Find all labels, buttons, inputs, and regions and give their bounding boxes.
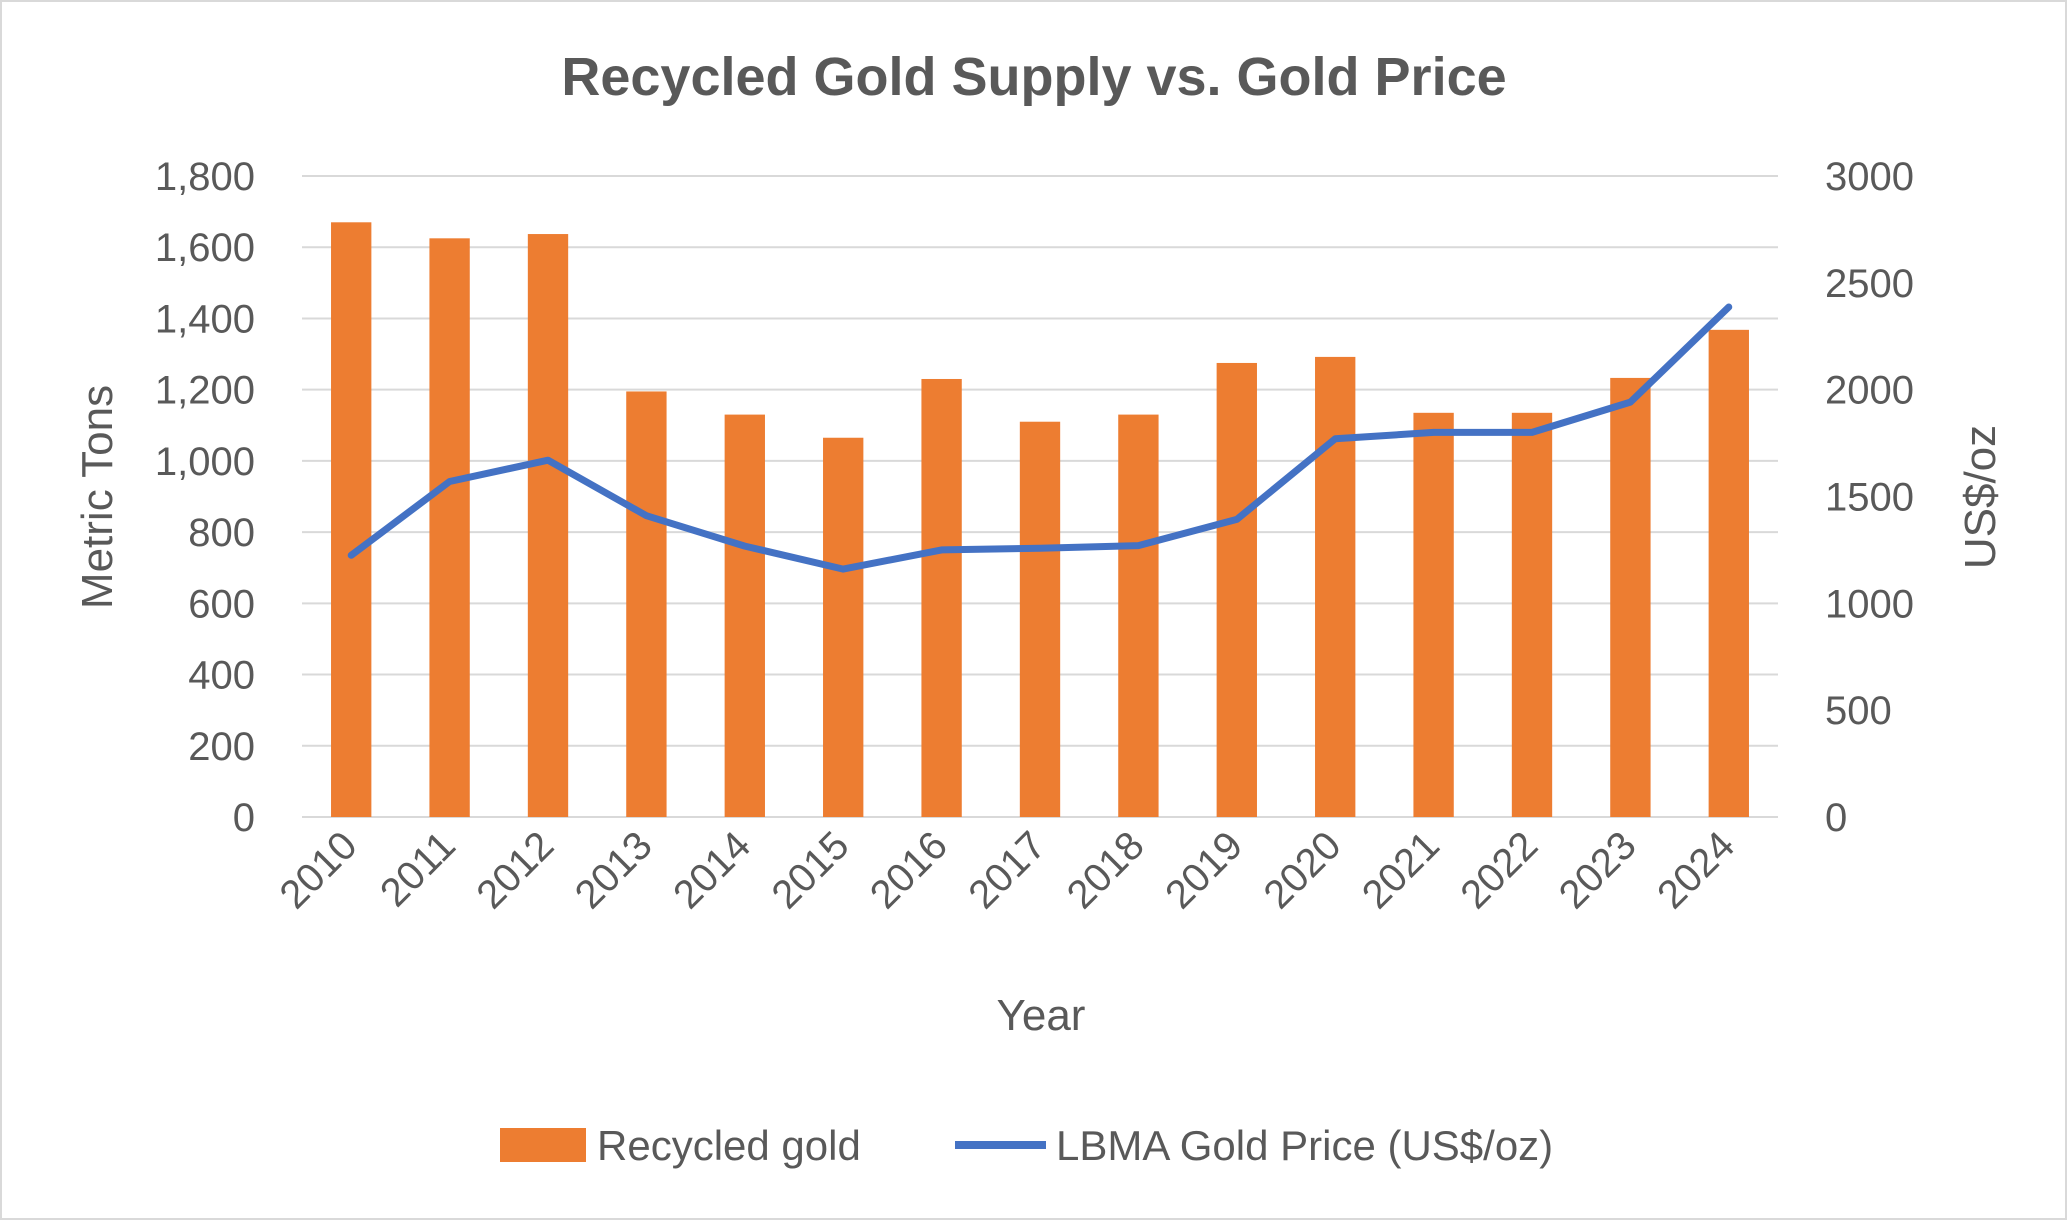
y2-tick-label: 0 bbox=[1825, 796, 1847, 840]
y2-tick-label: 1500 bbox=[1825, 476, 1914, 520]
x-tick-label: 2010 bbox=[272, 823, 366, 917]
y2-axis-title: US$/oz bbox=[1956, 425, 2005, 569]
point-gold-price bbox=[1531, 431, 1533, 433]
x-tick-label: 2016 bbox=[862, 823, 956, 917]
y2-tick-label: 2500 bbox=[1825, 262, 1914, 306]
legend-label-gold-price: LBMA Gold Price (US$/oz) bbox=[1056, 1122, 1553, 1169]
bar-recycled-gold bbox=[1315, 356, 1356, 817]
y2-tick-label: 500 bbox=[1825, 689, 1892, 733]
bar-recycled-gold bbox=[724, 414, 765, 817]
y-tick-label: 1,800 bbox=[155, 155, 255, 199]
point-gold-price bbox=[645, 515, 647, 517]
line-series bbox=[347, 303, 1733, 573]
bar-recycled-gold bbox=[626, 391, 667, 817]
point-gold-price bbox=[941, 549, 943, 551]
y-tick-label: 1,400 bbox=[155, 297, 255, 341]
legend-swatch-recycled-gold bbox=[500, 1128, 586, 1162]
y2-tick-label: 3000 bbox=[1825, 155, 1914, 199]
x-tick-label: 2021 bbox=[1354, 823, 1448, 917]
x-tick-label: 2011 bbox=[372, 823, 464, 915]
y-tick-label: 600 bbox=[188, 582, 255, 626]
right-axis-ticks: 0 500 1000 1500 2000 2500 3000 bbox=[1825, 155, 1914, 840]
x-tick-label: 2023 bbox=[1551, 823, 1645, 917]
bar-recycled-gold bbox=[1610, 377, 1651, 817]
bar-recycled-gold bbox=[1413, 412, 1454, 817]
x-tick-label: 2020 bbox=[1256, 823, 1350, 917]
bar-recycled-gold bbox=[331, 222, 372, 818]
point-gold-price bbox=[1334, 438, 1336, 440]
point-gold-price bbox=[842, 568, 844, 570]
point-gold-price bbox=[547, 459, 549, 461]
x-tick-label: 2024 bbox=[1649, 823, 1743, 917]
x-tick-label: 2015 bbox=[764, 823, 858, 917]
x-tick-label: 2019 bbox=[1157, 823, 1251, 917]
x-tick-label: 2013 bbox=[567, 823, 661, 917]
bar-recycled-gold bbox=[1216, 362, 1257, 817]
y-tick-label: 400 bbox=[188, 654, 255, 698]
bar-series bbox=[331, 222, 1749, 818]
point-gold-price bbox=[1433, 431, 1435, 433]
point-gold-price bbox=[1629, 401, 1631, 403]
y2-tick-label: 1000 bbox=[1825, 582, 1914, 626]
x-tick-label: 2017 bbox=[960, 823, 1054, 917]
y-tick-label: 1,200 bbox=[155, 369, 255, 413]
y-tick-label: 800 bbox=[188, 511, 255, 555]
x-tick-label: 2012 bbox=[468, 823, 562, 917]
point-gold-price bbox=[744, 545, 746, 547]
legend: Recycled gold LBMA Gold Price (US$/oz) bbox=[500, 1122, 1553, 1169]
x-axis-ticks: 2010 2011 2012 2013 2014 2015 2016 2017 2018 2019… bbox=[272, 823, 1744, 917]
bar-recycled-gold bbox=[1511, 412, 1553, 817]
bar-recycled-gold bbox=[1019, 421, 1061, 817]
y-tick-label: 0 bbox=[233, 796, 255, 840]
legend-label-recycled-gold: Recycled gold bbox=[597, 1122, 861, 1169]
left-axis-ticks: 0 200 400 600 800 1,000 1,200 1,400 1,600 1,800 bbox=[155, 155, 255, 840]
point-gold-price bbox=[1039, 547, 1041, 549]
point-gold-price bbox=[350, 554, 352, 556]
point-gold-price bbox=[1137, 545, 1139, 547]
x-tick-label: 2018 bbox=[1059, 823, 1153, 917]
bar-recycled-gold bbox=[1708, 329, 1749, 817]
bar-recycled-gold bbox=[429, 238, 470, 817]
bar-recycled-gold bbox=[527, 234, 569, 817]
bar-recycled-gold bbox=[1118, 414, 1159, 817]
bar-recycled-gold bbox=[823, 437, 864, 817]
x-tick-label: 2014 bbox=[665, 823, 759, 917]
y-tick-label: 1,000 bbox=[155, 440, 255, 484]
y-axis-title: Metric Tons bbox=[73, 385, 122, 609]
y-tick-label: 1,600 bbox=[155, 226, 255, 270]
y-tick-label: 200 bbox=[188, 725, 255, 769]
x-tick-label: 2022 bbox=[1452, 823, 1546, 917]
point-gold-price bbox=[1728, 306, 1730, 308]
bar-recycled-gold bbox=[921, 378, 962, 817]
x-axis-title: Year bbox=[997, 991, 1086, 1040]
point-gold-price bbox=[1236, 518, 1238, 520]
chart-title: Recycled Gold Supply vs. Gold Price bbox=[561, 47, 1506, 107]
point-gold-price bbox=[449, 481, 451, 483]
y2-tick-label: 2000 bbox=[1825, 369, 1914, 413]
